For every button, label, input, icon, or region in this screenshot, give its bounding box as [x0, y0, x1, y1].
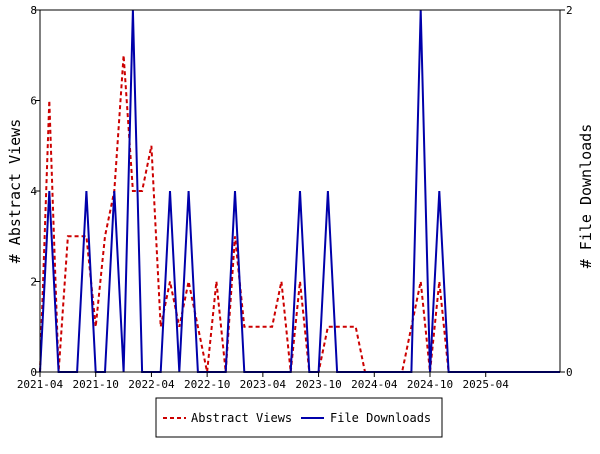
x-tick-label: 2021-04 [17, 378, 64, 391]
y-left-tick-label: 8 [30, 4, 37, 17]
x-tick-label: 2024-10 [407, 378, 453, 391]
x-tick-label: 2025-04 [463, 378, 510, 391]
x-tick-label: 2022-10 [184, 378, 230, 391]
legend-box [155, 397, 443, 438]
y-left-tick-label: 6 [30, 95, 37, 108]
series-line-file-downloads [39, 9, 560, 373]
y-axis-left-label: # Abstract Views [6, 119, 24, 264]
y-left-tick-label: 2 [30, 276, 37, 289]
y-axis-right-label: # File Downloads [577, 124, 595, 269]
legend-label-file-downloads: File Downloads [330, 411, 431, 425]
y-left-tick-label: 0 [30, 366, 37, 379]
series-lines [39, 9, 560, 373]
legend-label-abstract-views: Abstract Views [191, 411, 292, 425]
y-right-tick-label: 2 [566, 4, 573, 17]
series-line-abstract-views [39, 55, 560, 373]
legend: Abstract Views File Downloads [155, 397, 443, 438]
x-tick-label: 2022-04 [128, 378, 175, 391]
x-tick-label: 2023-10 [295, 378, 341, 391]
x-tick-label: 2023-04 [240, 378, 287, 391]
y-left-tick-label: 4 [30, 185, 37, 198]
axis-ticks: 0 2 4 6 8 0 2 2021-04 2021-10 2022-04 2022-10 2023-… [17, 4, 573, 391]
x-tick-label: 2021-10 [73, 378, 119, 391]
y-right-tick-label: 0 [566, 366, 573, 379]
x-tick-label: 2024-04 [351, 378, 398, 391]
